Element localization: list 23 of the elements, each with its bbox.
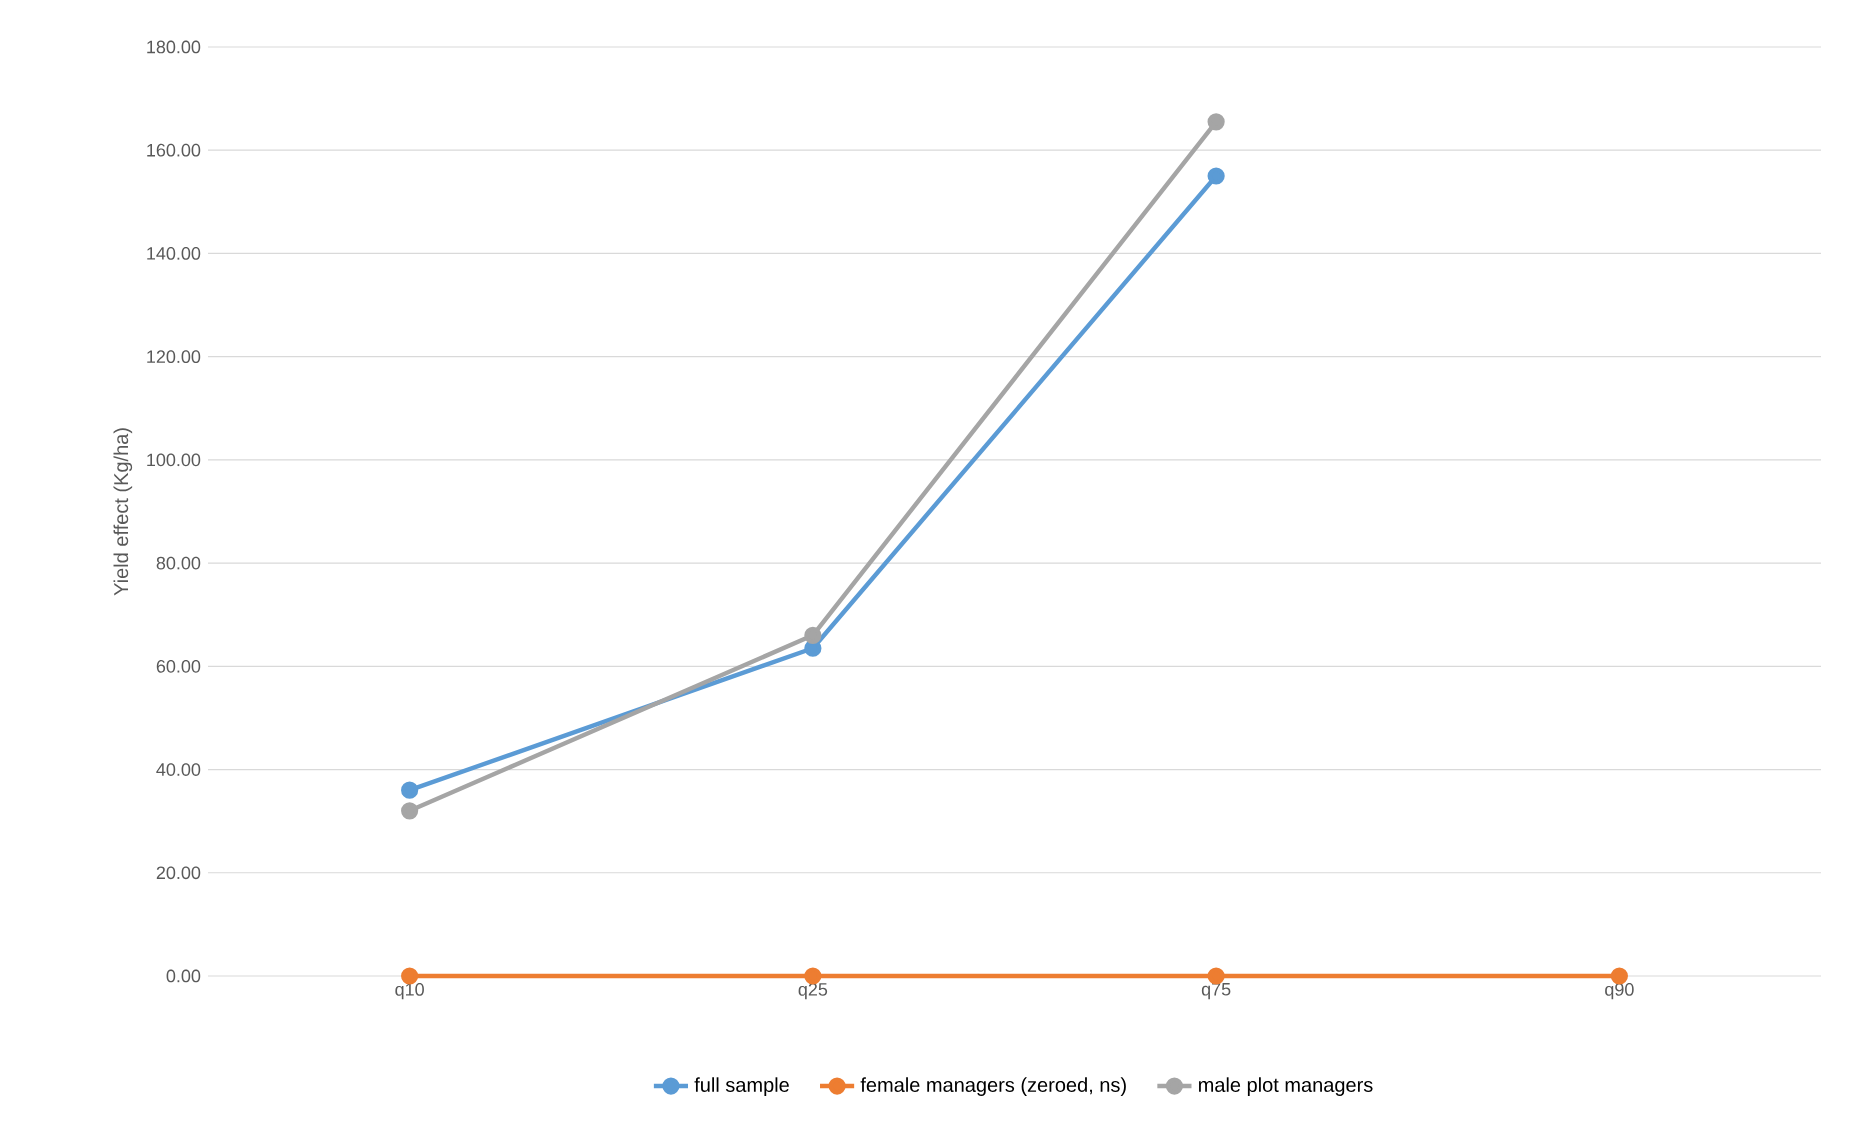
y-tick-label: 180.00: [147, 40, 201, 54]
point: [401, 781, 419, 799]
x-tick-label: q75: [1201, 983, 1231, 1000]
x-tick-label: q90: [1605, 983, 1634, 1000]
y-tick-label: 140.00: [147, 247, 201, 260]
y-tick-label: 40.00: [156, 763, 201, 776]
y-tick-label: 80.00: [156, 556, 201, 570]
x-tick-label: q10: [395, 983, 424, 1000]
y-tick-label: 160.00: [147, 143, 201, 157]
y-tick-label: 60.00: [156, 659, 201, 673]
legend-label: male plot managers: [1199, 1077, 1373, 1096]
point: [1207, 167, 1225, 185]
point: [804, 626, 822, 644]
y-tick-label: 120.00: [147, 350, 201, 364]
y-tick-label: 100.00: [147, 453, 201, 467]
x-tick-label: q25: [798, 983, 828, 1000]
y-axis-title: Yield effect (Kg/ha): [113, 428, 133, 596]
point: [401, 802, 419, 820]
y-tick-label: 0.00: [166, 969, 201, 983]
legend-label: full sample: [694, 1077, 789, 1096]
y-tick-label: 20.00: [156, 866, 201, 880]
point: [1207, 113, 1225, 131]
legend-label: female managers (zeroed, ns): [860, 1077, 1126, 1096]
